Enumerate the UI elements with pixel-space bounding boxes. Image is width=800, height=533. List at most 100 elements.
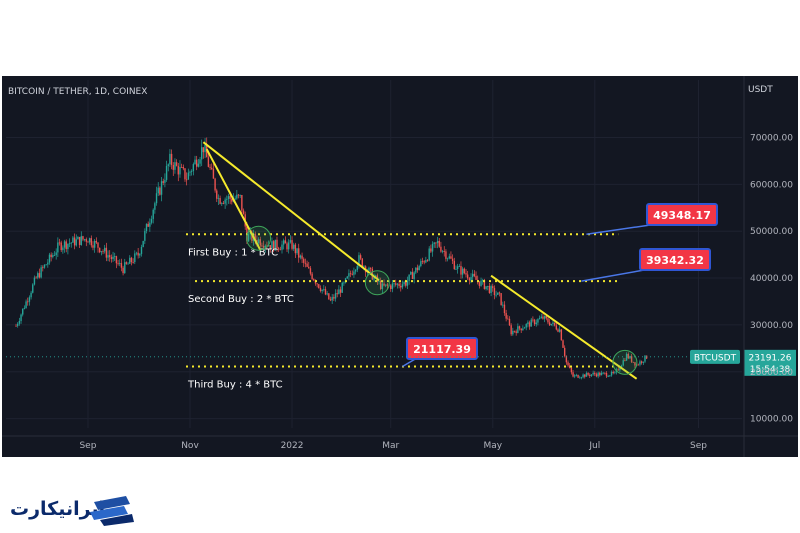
candle-body xyxy=(584,374,586,377)
candle-body xyxy=(487,285,489,287)
candle-body xyxy=(139,253,141,256)
candle-body xyxy=(318,284,320,289)
candle-body xyxy=(567,362,569,366)
candle-body xyxy=(129,257,131,264)
candle-body xyxy=(261,245,263,247)
candle-body xyxy=(632,361,634,363)
price-callout-box xyxy=(406,337,478,360)
candle-body xyxy=(637,364,639,366)
candle-body xyxy=(204,144,206,153)
candle-body xyxy=(358,255,360,267)
chart-title: BITCOIN / TETHER, 1D, COINEX xyxy=(8,87,147,97)
candle-body xyxy=(93,240,96,248)
entry-marker-circle xyxy=(246,225,272,251)
candle-body xyxy=(619,368,621,371)
candle-body xyxy=(338,289,340,295)
candle-body xyxy=(189,171,191,173)
candle-body xyxy=(281,244,283,250)
candle-body xyxy=(497,292,499,295)
candle-body xyxy=(535,322,537,325)
candle-body xyxy=(282,240,285,245)
candle-body xyxy=(221,203,223,204)
candle-body xyxy=(125,262,128,264)
candle-body xyxy=(580,377,583,379)
candle-body xyxy=(15,325,17,327)
candle-body xyxy=(374,275,377,277)
candle-body xyxy=(354,270,357,272)
candle-body xyxy=(303,258,305,263)
candle-body xyxy=(132,262,134,263)
candle-body xyxy=(383,283,385,286)
price-callout-label: 39342.32 xyxy=(646,254,704,267)
candle-body xyxy=(492,286,494,289)
candle-body xyxy=(82,236,84,240)
price-chart[interactable]: First Buy : 1 * BTC 49348.17 Second Buy : … xyxy=(2,76,798,457)
candle-body xyxy=(212,168,215,179)
candle-body xyxy=(458,266,461,267)
candle-body xyxy=(553,322,556,326)
candle-body xyxy=(321,289,323,292)
candle-body xyxy=(299,255,302,258)
candle-body xyxy=(199,159,201,164)
candle-body xyxy=(110,257,113,260)
candle-body xyxy=(398,283,400,286)
candle-body xyxy=(122,267,124,274)
candle-body xyxy=(575,374,578,376)
candle-body xyxy=(286,243,288,250)
candle-body xyxy=(291,240,293,249)
candle-body xyxy=(62,247,64,251)
buy-level-caption: Third Buy : 4 * BTC xyxy=(187,380,283,391)
candle-body xyxy=(460,266,462,275)
candle-body xyxy=(520,328,522,331)
candle-body xyxy=(236,194,238,199)
candle-body xyxy=(630,356,633,362)
candle-body xyxy=(513,330,516,332)
candle-body xyxy=(180,167,183,168)
candle-body xyxy=(67,243,69,250)
candle-body xyxy=(525,324,527,328)
candle-body xyxy=(90,238,93,246)
trendline xyxy=(490,274,638,380)
candle-body xyxy=(602,372,604,374)
candle-body xyxy=(202,147,205,153)
candle-body xyxy=(239,194,241,196)
candle-body xyxy=(120,263,123,268)
candle-body xyxy=(65,241,67,250)
candle-body xyxy=(572,372,574,377)
candle-body xyxy=(227,196,230,199)
candle-body xyxy=(443,250,445,252)
y-tick-label: 20000.00 xyxy=(750,368,793,378)
candle-body xyxy=(527,322,529,325)
candle-body xyxy=(271,241,273,249)
candle-body xyxy=(413,272,415,279)
price-callout-box xyxy=(639,248,711,271)
candle-body xyxy=(70,242,72,244)
candle-body xyxy=(423,261,425,263)
y-tick-label: 30000.00 xyxy=(750,321,793,331)
candle-body xyxy=(510,325,512,335)
candle-body xyxy=(353,271,355,275)
candle-body xyxy=(351,273,353,275)
candle-body xyxy=(448,256,450,259)
candle-body xyxy=(47,262,49,265)
candle-body xyxy=(610,371,613,376)
candle-body xyxy=(17,323,19,326)
candle-body xyxy=(296,248,298,254)
candle-body xyxy=(538,318,541,320)
candle-body xyxy=(478,281,481,286)
trendline xyxy=(202,141,380,282)
candle-body xyxy=(294,244,297,254)
candle-body xyxy=(528,322,531,327)
candle-body xyxy=(324,289,327,295)
candle-body xyxy=(505,313,507,319)
x-tick-label: Sep xyxy=(79,441,96,451)
candle-body xyxy=(152,209,154,219)
axes: 10000.00 20000.00 30000.00 40000.00 50000.00… xyxy=(2,76,798,457)
candle-body xyxy=(522,328,524,331)
candle-body xyxy=(523,327,526,329)
candle-body xyxy=(277,248,280,250)
brand-logo: ایرانیکارت xyxy=(10,492,140,528)
candle-body xyxy=(63,241,66,248)
candle-body xyxy=(309,268,312,274)
candle-body xyxy=(23,308,26,309)
